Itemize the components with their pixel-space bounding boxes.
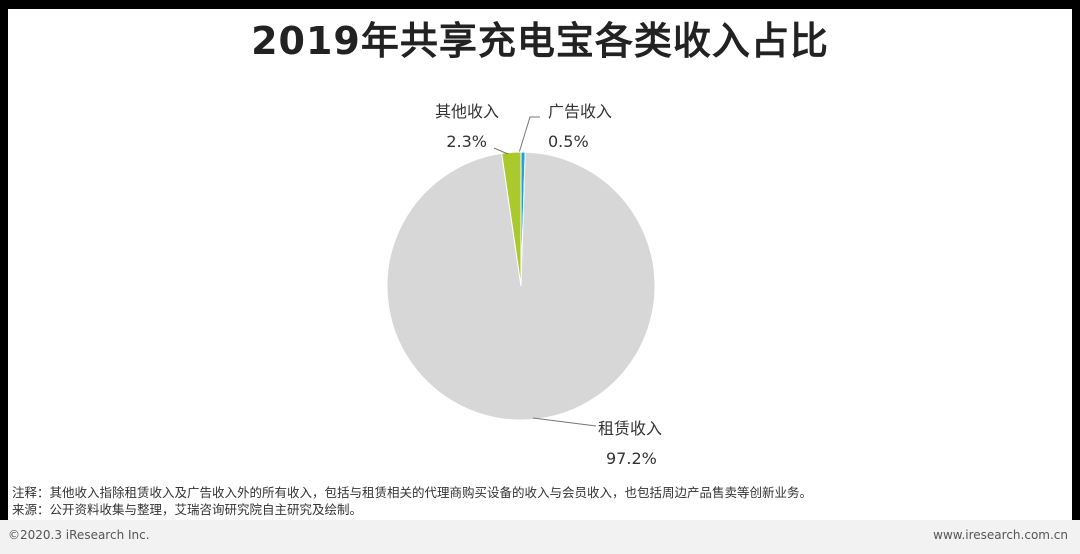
slice-name-label: 其他收入 bbox=[435, 102, 499, 121]
source-text: 来源：公开资料收集与整理，艾瑞咨询研究院自主研究及绘制。 bbox=[12, 502, 363, 517]
notes: 注释：其他收入指除租赁收入及广告收入外的所有收入，包括与租赁相关的代理商购买设备… bbox=[12, 484, 812, 518]
footer-bar bbox=[0, 520, 1080, 554]
leader-line bbox=[518, 116, 540, 154]
note-text: 注释：其他收入指除租赁收入及广告收入外的所有收入，包括与租赁相关的代理商购买设备… bbox=[12, 485, 813, 500]
top-border bbox=[0, 0, 1080, 9]
leader-line bbox=[493, 147, 509, 155]
slice-value-label: 0.5% bbox=[548, 132, 589, 151]
website-link[interactable]: www.iresearch.com.cn bbox=[933, 528, 1068, 542]
chart-title: 2019年共享充电宝各类收入占比 bbox=[251, 19, 829, 63]
leader-line bbox=[532, 417, 597, 427]
slice-value-label: 2.3% bbox=[446, 132, 487, 151]
slice-value-label: 97.2% bbox=[606, 449, 657, 468]
left-border bbox=[0, 0, 8, 520]
slice-name-label: 广告收入 bbox=[548, 102, 612, 121]
slice-name-label: 租赁收入 bbox=[598, 419, 662, 438]
copyright: ©2020.3 iResearch Inc. bbox=[8, 528, 150, 542]
pie-slice bbox=[501, 151, 522, 287]
right-border bbox=[1072, 0, 1080, 520]
